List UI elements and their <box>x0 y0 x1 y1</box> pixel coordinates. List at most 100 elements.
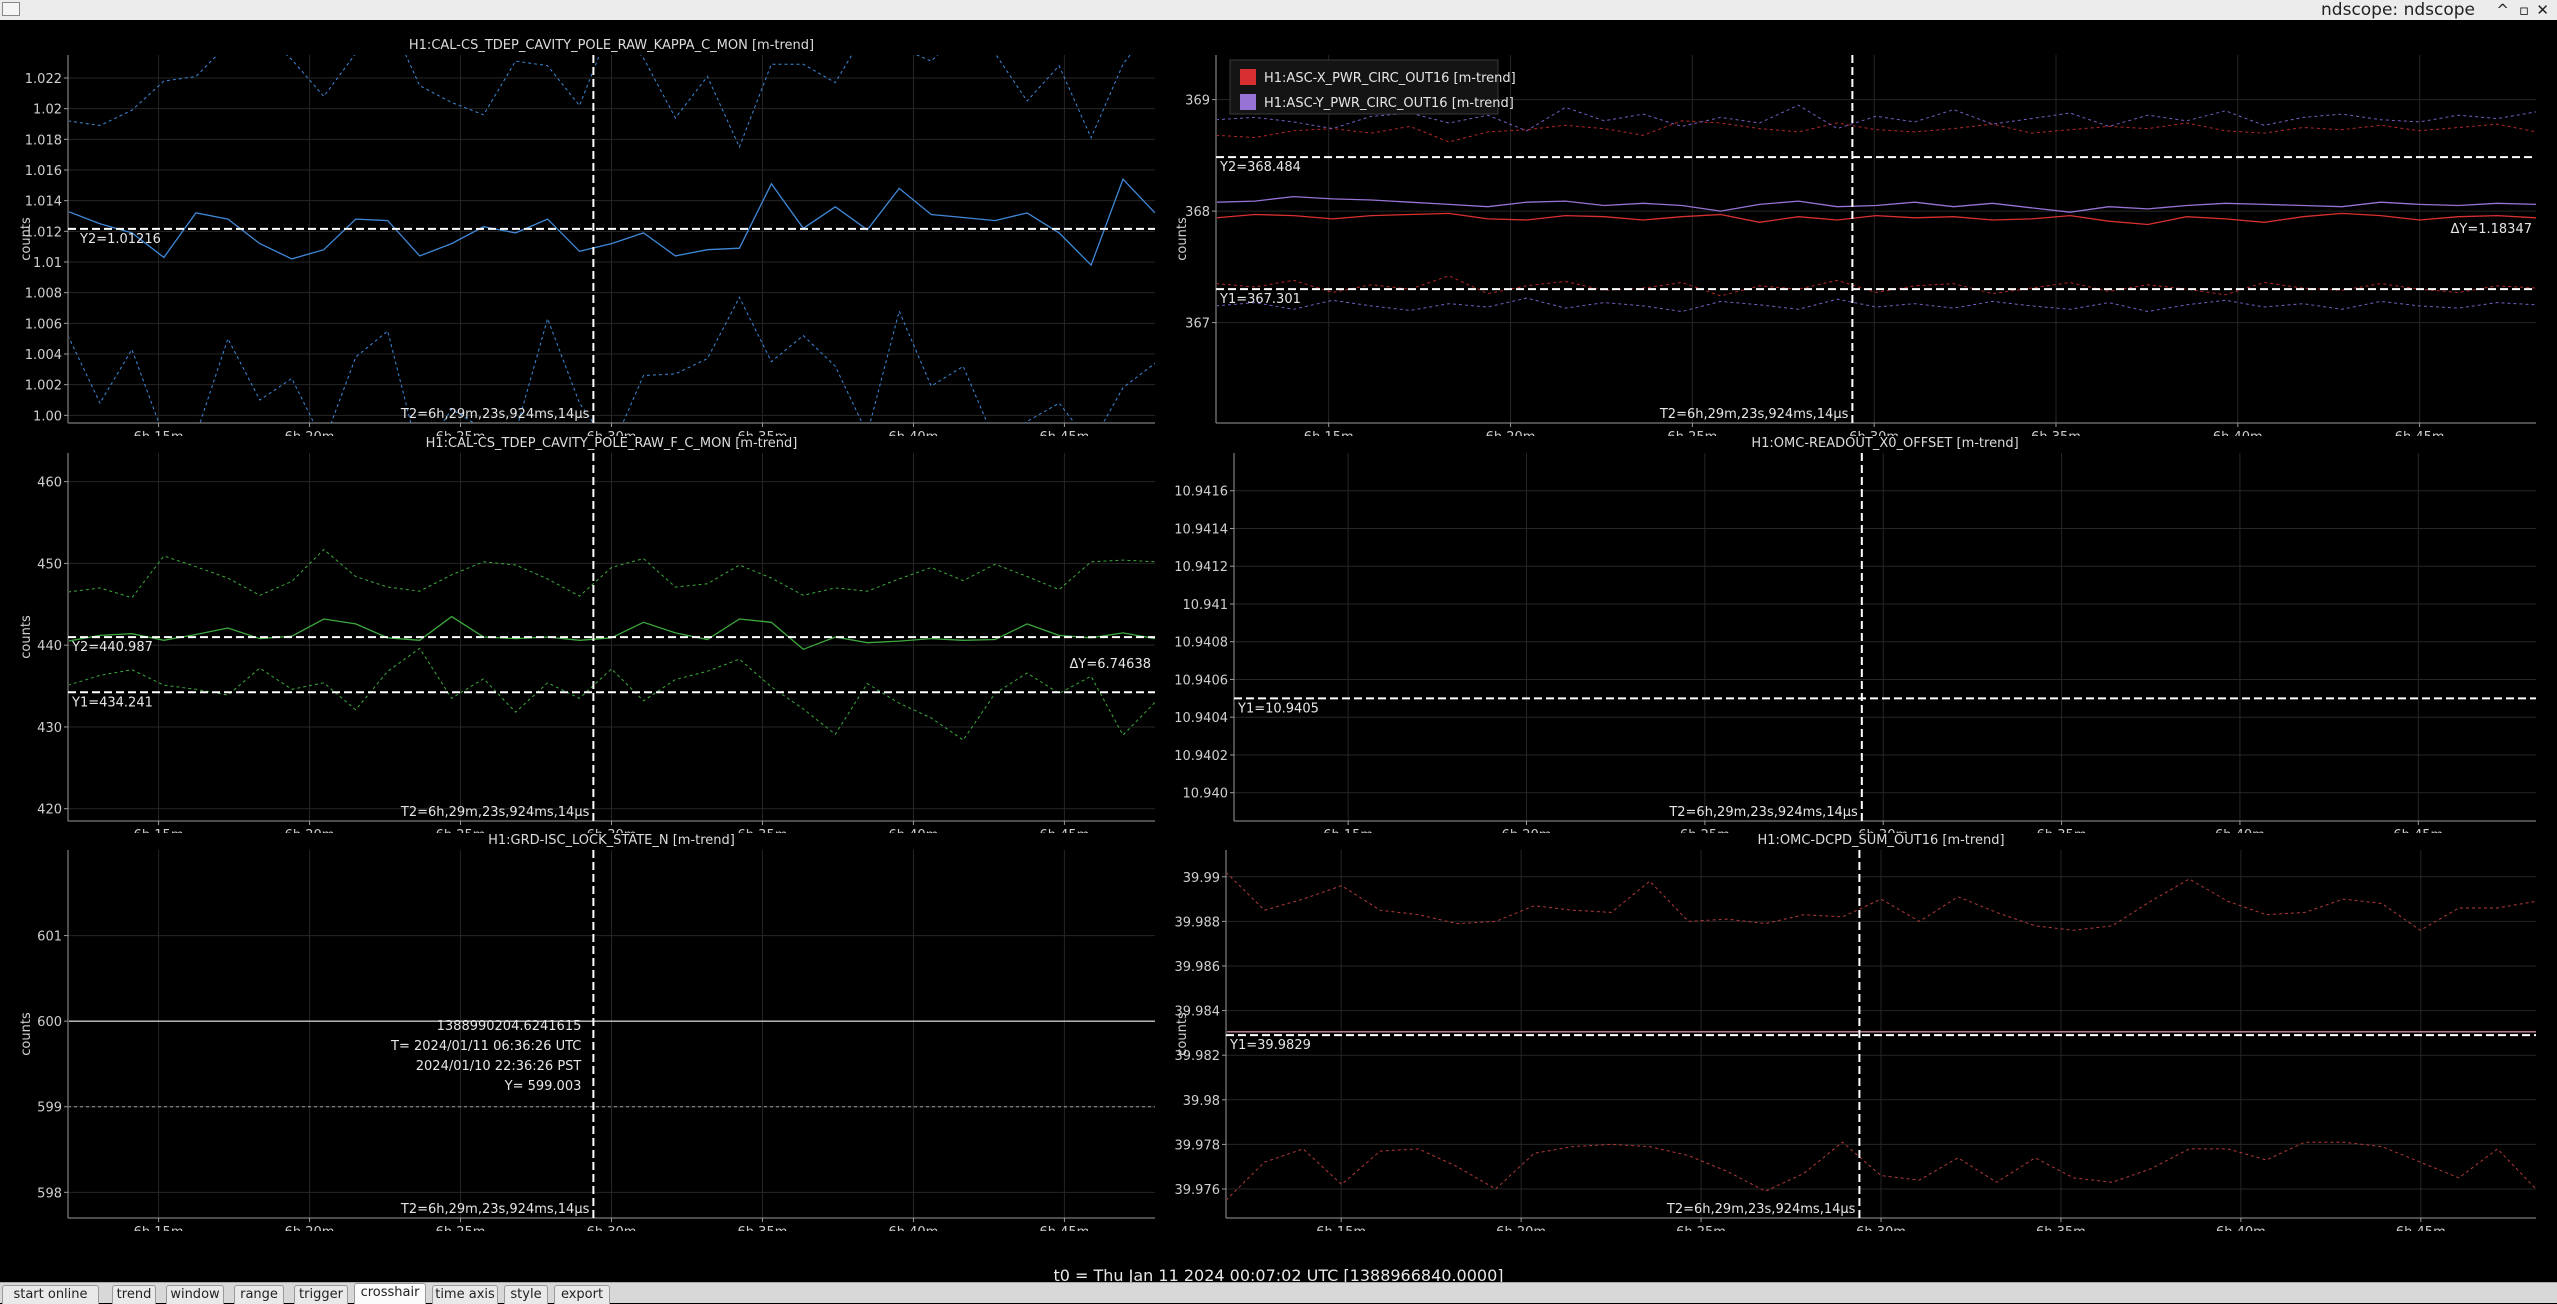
y-tick-label: 1.002 <box>25 379 62 394</box>
y-tick-label: 39.984 <box>1175 1005 1221 1020</box>
y-tick-label: 1.014 <box>25 195 62 210</box>
y-tick-label: 10.9406 <box>1174 673 1228 688</box>
chart-svg[interactable]: 598 599 600 601 6h,15m 6h,20m 6h,25m 6h,30m 6h,3… <box>0 833 1170 1231</box>
y-tick-label: 420 <box>37 803 62 818</box>
x-tick-label: 6h,40m <box>889 430 939 436</box>
y-tick-label: 10.9402 <box>1174 749 1228 764</box>
x-tick-label: 6h,40m <box>2215 828 2265 833</box>
plot-kappa-c[interactable]: 1.00 1.002 1.004 1.006 1.008 1.01 1.012 1.014 1.… <box>0 38 1170 436</box>
y-tick-label: 430 <box>37 721 62 736</box>
x-tick-label: 6h,30m <box>587 430 637 436</box>
x-tick-label: 6h,45m <box>1039 1225 1089 1231</box>
y-tick-label: 10.940 <box>1183 787 1229 802</box>
y-tick-label: 1.006 <box>25 317 62 332</box>
window-menu-icon[interactable] <box>2 2 20 16</box>
series-minmax-line <box>1217 104 2536 132</box>
tab-export[interactable]: export <box>554 1285 610 1304</box>
y-tick-label: 600 <box>37 1015 62 1030</box>
chart-svg[interactable]: 367 368 369 6h,15m 6h,20m 6h,25m 6h,30m 6h,35m 6… <box>1170 38 2557 436</box>
plot-f-c[interactable]: 420 430 440 450 460 6h,15m 6h,20m 6h,25m 6h,30m 6… <box>0 436 1170 833</box>
tab-window[interactable]: window <box>166 1285 224 1304</box>
x-tick-label: 6h,15m <box>134 430 184 436</box>
crosshair-t-label: T2=6h,29m,23s,924ms,14µs <box>1659 407 1849 422</box>
x-tick-label: 6h,35m <box>738 828 788 833</box>
crosshair-readout: T= 2024/01/11 06:36:26 UTC <box>390 1039 581 1054</box>
x-tick-label: 6h,15m <box>1323 828 1373 833</box>
y-tick-label: 1.022 <box>25 72 62 87</box>
crosshair-y-label: Y1=434.241 <box>71 695 153 710</box>
y-tick-label: 601 <box>37 930 62 945</box>
crosshair-y-label: Y2=368.484 <box>1219 160 1301 175</box>
tab-trend[interactable]: trend <box>112 1285 156 1304</box>
close-icon[interactable]: ✕ <box>2536 1 2549 19</box>
crosshair-t-label: T2=6h,29m,23s,924ms,14µs <box>1668 805 1858 820</box>
x-tick-label: 6h,15m <box>1304 430 1354 436</box>
series-group <box>69 55 1155 423</box>
x-tick-label: 6h,15m <box>134 1225 184 1231</box>
y-tick-label: 598 <box>37 1186 62 1201</box>
series-minmax-line <box>69 296 1155 423</box>
crosshair-y-label: Y1=10.9405 <box>1237 701 1319 716</box>
x-tick-label: 6h,35m <box>738 430 788 436</box>
tab-trigger[interactable]: trigger <box>294 1285 348 1304</box>
chart-svg[interactable]: 1.00 1.002 1.004 1.006 1.008 1.01 1.012 1.014 1.… <box>0 38 1170 436</box>
control-tab-bar: start online trend window range trigger … <box>0 1282 2557 1304</box>
y-tick-label: 1.008 <box>25 287 62 302</box>
y-tick-label: 1.018 <box>25 133 62 148</box>
x-tick-label: 6h,45m <box>1039 828 1089 833</box>
y-axis-label: counts <box>19 1012 34 1056</box>
crosshair-t-label: T2=6h,29m,23s,924ms,14µs <box>400 407 590 422</box>
x-tick-label: 6h,20m <box>285 1225 335 1231</box>
plot-grd-isc-lock[interactable]: 598 599 600 601 6h,15m 6h,20m 6h,25m 6h,30m 6h,3… <box>0 833 1170 1231</box>
x-tick-label: 6h,20m <box>1502 828 1552 833</box>
y-tick-label: 369 <box>1185 94 1210 109</box>
series-minmax-line <box>1217 297 2536 313</box>
y-tick-label: 10.9404 <box>1174 711 1228 726</box>
x-tick-label: 6h,30m <box>1858 828 1908 833</box>
crosshair-t-label: T2=6h,29m,23s,924ms,14µs <box>1666 1202 1856 1217</box>
chart-svg[interactable]: 420 430 440 450 460 6h,15m 6h,20m 6h,25m 6h,30m 6… <box>0 436 1170 833</box>
maximize-icon[interactable]: ▫ <box>2518 1 2529 19</box>
tab-crosshair[interactable]: crosshair <box>354 1283 426 1304</box>
plot-omc-readout[interactable]: 10.940 10.9402 10.9404 10.9406 10.9408 10.941… <box>1170 436 2557 833</box>
tab-range[interactable]: range <box>234 1285 284 1304</box>
x-tick-label: 6h,45m <box>2393 828 2443 833</box>
chart-title: H1:OMC-DCPD_SUM_OUT16 [m-trend] <box>1757 833 2004 848</box>
legend-swatch <box>1240 69 1256 85</box>
plot-asc-pwr-circ[interactable]: 367 368 369 6h,15m 6h,20m 6h,25m 6h,30m 6h,35m 6… <box>1170 38 2557 436</box>
y-tick-label: 10.9414 <box>1174 522 1228 537</box>
y-axis-label: counts <box>19 217 34 261</box>
crosshair-y-label: Y2=440.987 <box>71 640 153 655</box>
tab-time-axis[interactable]: time axis <box>432 1285 498 1304</box>
y-tick-label: 39.976 <box>1175 1183 1221 1198</box>
y-tick-label: 1.004 <box>25 348 62 363</box>
x-tick-label: 6h,45m <box>1039 430 1089 436</box>
y-tick-label: 367 <box>1185 317 1210 332</box>
y-tick-label: 39.98 <box>1183 1094 1220 1109</box>
plot-omc-dcpd-sum[interactable]: 39.976 39.978 39.98 39.982 39.984 39.986 39.98… <box>1170 833 2557 1231</box>
tab-style[interactable]: style <box>504 1285 548 1304</box>
window-title-bar: ndscope: ndscope ^ ▫ ✕ <box>0 0 2557 20</box>
series-group <box>1217 104 2536 313</box>
y-tick-label: 1.00 <box>33 409 62 424</box>
x-tick-label: 6h,25m <box>1667 430 1717 436</box>
chart-svg[interactable]: 10.940 10.9402 10.9404 10.9406 10.9408 10.941… <box>1170 436 2557 833</box>
y-tick-label: 39.986 <box>1175 960 1221 975</box>
chart-title: H1:GRD-ISC_LOCK_STATE_N [m-trend] <box>488 833 735 848</box>
chart-title: H1:CAL-CS_TDEP_CAVITY_POLE_RAW_F_C_MON [… <box>426 436 798 451</box>
chart-svg[interactable]: 39.976 39.978 39.98 39.982 39.984 39.986 39.98… <box>1170 833 2557 1231</box>
x-tick-label: 6h,30m <box>587 828 637 833</box>
legend-swatch <box>1240 94 1256 110</box>
crosshair-readout: Y= 599.003 <box>504 1079 582 1094</box>
t0-label: t0 = Thu Jan 11 2024 00:07:02 UTC [13889… <box>1053 1266 1504 1285</box>
tab-start-online[interactable]: start online <box>2 1285 99 1304</box>
y-tick-label: 39.978 <box>1175 1138 1221 1153</box>
x-tick-label: 6h,20m <box>1496 1225 1546 1231</box>
delta-y-label: ΔY=1.18347 <box>2451 222 2533 237</box>
crosshair-readout: 2024/01/10 22:36:26 PST <box>416 1059 582 1074</box>
window-title: ndscope: ndscope <box>2321 0 2475 20</box>
minimize-icon[interactable]: ^ <box>2496 1 2509 19</box>
x-tick-label: 6h,30m <box>587 1225 637 1231</box>
legend-box <box>1229 59 1499 115</box>
crosshair-y-label: Y2=1.01216 <box>79 232 161 247</box>
